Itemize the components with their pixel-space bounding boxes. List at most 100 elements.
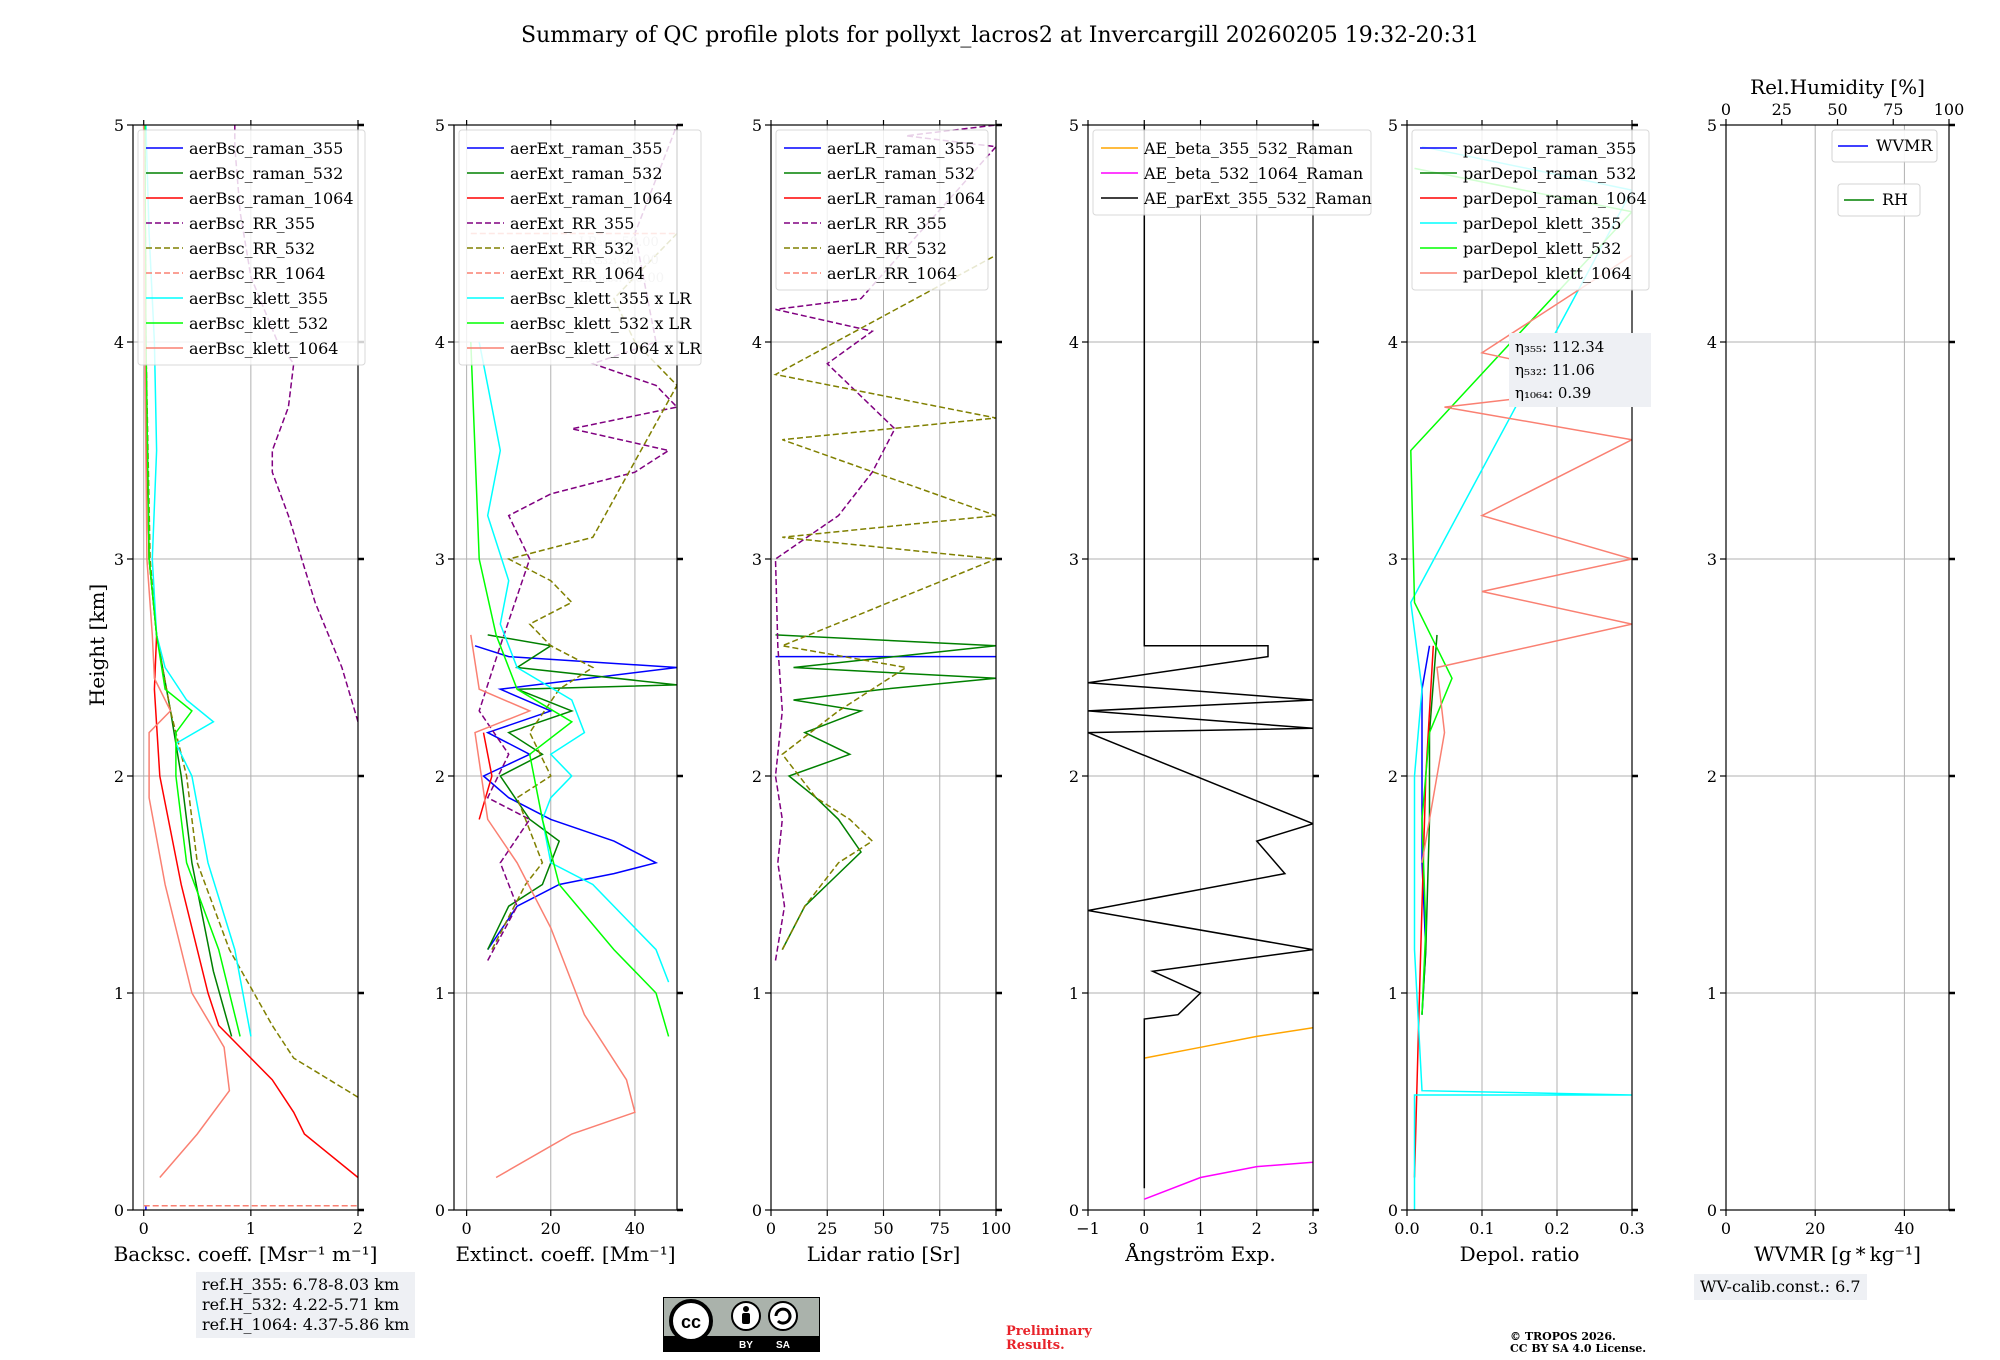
top-x-tick-label: 75 bbox=[1883, 100, 1903, 119]
preliminary-line-2: Results. bbox=[1006, 1338, 1065, 1353]
series-line-aerlr-rr-355 bbox=[774, 125, 996, 961]
y-tick-label: 3 bbox=[114, 550, 124, 569]
ref-height-1064: ref.H_1064: 4.37-5.86 km bbox=[202, 1315, 410, 1334]
legend-label: aerBsc_raman_1064 bbox=[189, 189, 354, 208]
panel-1: 0 1 2 0 1 2 3 4 5 Backsc. coeff. [Msr⁻¹ m⁻¹] aerBs… bbox=[114, 116, 378, 1266]
y-tick-label: 0 bbox=[752, 1201, 762, 1220]
legend-box bbox=[1092, 129, 1372, 216]
legend-label: aerBsc_klett_532 x LR bbox=[510, 314, 692, 333]
legend-label: parDepol_klett_532 bbox=[1463, 239, 1621, 258]
legend-label: parDepol_klett_355 bbox=[1463, 214, 1621, 233]
y-tick-label: 1 bbox=[752, 984, 762, 1003]
cc-text: cc bbox=[681, 1312, 701, 1332]
x-tick-label: 0.1 bbox=[1469, 1219, 1494, 1238]
legend-label: aerLR_RR_1064 bbox=[827, 264, 957, 283]
y-tick-label: 3 bbox=[1388, 550, 1398, 569]
y-tick-label: 2 bbox=[752, 767, 762, 786]
x-tick-label: 75 bbox=[930, 1219, 950, 1238]
y-tick-label: 0 bbox=[1069, 1201, 1079, 1220]
by-label: BY bbox=[739, 1340, 753, 1351]
copyright-line-2: CC BY SA 4.0 License. bbox=[1510, 1342, 1647, 1355]
copyright-note: © TROPOS 2026. CC BY SA 4.0 License. bbox=[1510, 1331, 1646, 1355]
ref-height-532: ref.H_532: 4.22-5.71 km bbox=[202, 1295, 400, 1314]
legend-label: AE_beta_532_1064_Raman bbox=[1143, 164, 1363, 183]
y-tick-label: 1 bbox=[1388, 984, 1398, 1003]
eta-annotation-line: η₁₀₆₄: 0.39 bbox=[1515, 384, 1591, 402]
legend-label: aerBsc_raman_355 bbox=[189, 139, 343, 158]
copyright-line-1: © TROPOS 2026. bbox=[1510, 1330, 1616, 1343]
y-tick-label: 0 bbox=[435, 1201, 445, 1220]
x-axis-label: WVMR [g * kg⁻¹] bbox=[1754, 1242, 1921, 1266]
y-tick-label: 5 bbox=[752, 116, 762, 135]
x-tick-label: 1 bbox=[1195, 1219, 1205, 1238]
axes-frame bbox=[1725, 124, 1950, 1211]
legend-label: parDepol_klett_1064 bbox=[1463, 264, 1632, 283]
series-line-pardepol-klett-532 bbox=[1410, 167, 1632, 1015]
y-tick-label: 1 bbox=[1069, 984, 1079, 1003]
eta-annotation-line: η₅₃₂: 11.06 bbox=[1515, 361, 1595, 379]
y-tick-label: 1 bbox=[1707, 984, 1717, 1003]
y-tick-label: 3 bbox=[435, 550, 445, 569]
series-line-aerext-raman-355 bbox=[474, 645, 677, 951]
y-tick-label: 3 bbox=[1069, 550, 1079, 569]
series-line-ae-beta-355-532-raman bbox=[1144, 1026, 1313, 1059]
y-tick-label: 3 bbox=[752, 550, 762, 569]
series-line-aerbsc-klett-532 bbox=[144, 125, 241, 1037]
legend-box bbox=[1831, 129, 1938, 163]
wv-calib-box: WV-calib.const.: 6.7 bbox=[1694, 1274, 1867, 1300]
y-tick-label: 4 bbox=[752, 333, 762, 352]
x-axis-label: Lidar ratio [Sr] bbox=[807, 1242, 961, 1266]
axes-frame bbox=[1406, 124, 1633, 1211]
y-tick-label: 0 bbox=[1388, 1201, 1398, 1220]
panel-5: 0.0 0.1 0.2 0.3 0 1 2 3 4 5 Depol. ratio η₃₅₅: 112.… bbox=[1388, 116, 1651, 1266]
legend-label: aerBsc_RR_1064 bbox=[189, 264, 325, 283]
x-tick-label: 0 bbox=[766, 1219, 776, 1238]
y-axis-label: Height [km] bbox=[85, 584, 109, 706]
x-tick-label: 0 bbox=[1721, 1219, 1731, 1238]
y-tick-label: 5 bbox=[1707, 116, 1717, 135]
x-tick-label: 50 bbox=[873, 1219, 893, 1238]
series-line-aerlr-raman-532 bbox=[775, 634, 996, 950]
series-line-aerbsc-klett-355-x-lr bbox=[478, 341, 670, 983]
legend-label: aerBsc_RR_532 bbox=[189, 239, 315, 258]
legend-box bbox=[458, 129, 702, 366]
legend-label: WVMR bbox=[1876, 136, 1933, 155]
legend-label: AE_parExt_355_532_Raman bbox=[1143, 189, 1372, 208]
legend-label: aerLR_raman_355 bbox=[827, 139, 975, 158]
x-tick-label: 1 bbox=[246, 1219, 256, 1238]
y-tick-label: 4 bbox=[435, 333, 445, 352]
legend-box bbox=[1411, 129, 1650, 291]
y-tick-label: 2 bbox=[1707, 767, 1717, 786]
legend-label: aerExt_RR_532 bbox=[510, 239, 634, 258]
eta-annotation-line: η₃₅₅: 112.34 bbox=[1515, 338, 1604, 356]
legend-box bbox=[137, 129, 366, 366]
legend-label: aerBsc_raman_532 bbox=[189, 164, 343, 183]
axes-frame bbox=[453, 124, 678, 1211]
x-tick-label: 100 bbox=[981, 1219, 1012, 1238]
x-tick-label: 0 bbox=[139, 1219, 149, 1238]
preliminary-line-1: Preliminary bbox=[1006, 1324, 1092, 1339]
legend-label: AE_beta_355_532_Raman bbox=[1143, 139, 1353, 158]
x-tick-label: 25 bbox=[817, 1219, 837, 1238]
legend-label: RH bbox=[1882, 190, 1908, 209]
sa-share-icon bbox=[768, 1301, 798, 1331]
y-tick-label: 1 bbox=[114, 984, 124, 1003]
legend-label: aerBsc_klett_532 bbox=[189, 314, 328, 333]
y-tick-label: 5 bbox=[114, 116, 124, 135]
y-tick-label: 4 bbox=[1388, 333, 1398, 352]
series-line-aerlr-rr-532 bbox=[773, 254, 996, 950]
legend-label: aerExt_RR_1064 bbox=[510, 264, 645, 283]
figure-title: Summary of QC profile plots for pollyxt_… bbox=[521, 23, 1479, 48]
series-line-aerbsc-klett-1064-x-lr bbox=[470, 634, 636, 1179]
top-x-tick-label: 25 bbox=[1772, 100, 1792, 119]
x-tick-label: 2 bbox=[1252, 1219, 1262, 1238]
y-tick-label: 5 bbox=[435, 116, 445, 135]
legend-label: aerLR_RR_532 bbox=[827, 239, 947, 258]
x-axis-label: Depol. ratio bbox=[1460, 1242, 1580, 1266]
series-line-aerbsc-klett-1064 bbox=[142, 125, 231, 1178]
x-tick-label: 20 bbox=[541, 1219, 561, 1238]
legend-label: aerLR_raman_1064 bbox=[827, 189, 985, 208]
